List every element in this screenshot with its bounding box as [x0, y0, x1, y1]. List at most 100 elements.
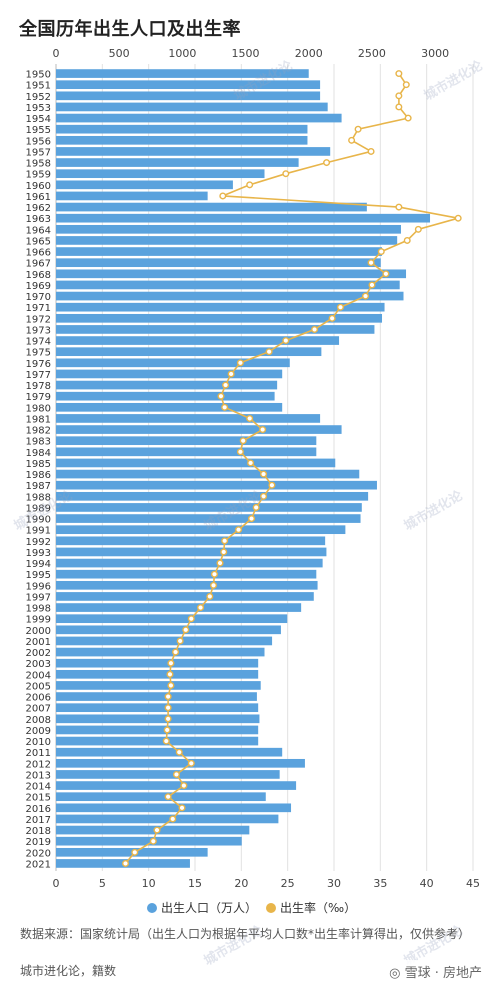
bottom-tick-label: 0 [53, 877, 60, 890]
birth-rate-point [395, 103, 403, 111]
bar [56, 592, 314, 601]
year-label: 1982 [26, 426, 51, 437]
source-note: 数据来源：国家统计局（出生人口为根据年平均人口数*出生率计算得出，仅供参考） [20, 927, 471, 941]
year-label: 1952 [26, 92, 51, 103]
year-label: 1992 [26, 537, 51, 548]
birth-rate-point [169, 815, 177, 823]
bar [56, 258, 381, 268]
birth-rate-point [311, 325, 319, 333]
birth-rate-point [323, 159, 331, 167]
bar [56, 692, 257, 701]
bar [56, 169, 265, 179]
birth-rate-point [221, 403, 229, 411]
birth-rate-point [247, 459, 255, 467]
year-label: 1974 [26, 337, 51, 348]
birth-rate-point [282, 170, 290, 178]
year-label: 1975 [26, 348, 51, 359]
year-label: 1951 [26, 81, 51, 92]
birth-rate-point [265, 348, 273, 356]
birth-rate-point [414, 225, 422, 233]
year-label: 1958 [26, 159, 51, 170]
birth-rate-point [395, 203, 403, 211]
bar [56, 436, 317, 446]
bar [56, 325, 375, 334]
year-label: 1985 [26, 459, 51, 470]
bar [56, 224, 401, 234]
legend-swatch-births [147, 903, 157, 913]
year-label: 2002 [26, 648, 51, 659]
birth-rate-point [246, 414, 254, 422]
year-label: 1965 [26, 236, 51, 247]
birth-rate-point [180, 782, 188, 790]
bar [56, 569, 317, 579]
year-label: 1976 [26, 359, 51, 370]
birth-rate-point [187, 615, 195, 623]
birth-rate-point [164, 704, 172, 712]
bar [56, 391, 275, 401]
year-label: 1989 [26, 503, 51, 514]
birth-rate-point [404, 114, 412, 122]
birth-rate-point [167, 681, 175, 689]
birth-rate-point [164, 693, 172, 701]
bar [56, 313, 383, 323]
birth-rate-point [348, 136, 356, 144]
year-label: 1990 [26, 515, 51, 526]
bar [56, 814, 279, 824]
birth-rate-point [259, 426, 267, 434]
bar [56, 770, 280, 779]
birth-rate-point [167, 659, 175, 667]
birth-rate-point [252, 503, 260, 511]
bottom-tick-label: 40 [420, 877, 434, 890]
bar [56, 725, 259, 735]
bar [56, 302, 385, 312]
bar [56, 525, 346, 535]
bar [56, 102, 328, 112]
bottom-tick-label: 5 [99, 877, 106, 890]
birth-rate-point [178, 804, 186, 812]
bar [56, 358, 290, 368]
year-label: 1953 [26, 103, 51, 114]
brand-watermark: ◎ 雪球 · 房地产 [385, 960, 486, 983]
bottom-tick-label: 10 [142, 877, 156, 890]
birth-rate-point [236, 359, 244, 367]
birth-rate-point [220, 548, 228, 556]
bar [56, 658, 259, 668]
birth-rate-point [182, 626, 190, 634]
year-label: 1970 [26, 292, 51, 303]
bottom-tick-label: 15 [188, 877, 202, 890]
year-label: 1956 [26, 136, 51, 147]
bar [56, 80, 321, 90]
bar [56, 781, 297, 790]
birth-rate-point [163, 726, 171, 734]
year-label: 2007 [26, 704, 51, 715]
year-label: 2009 [26, 726, 51, 737]
year-label: 2005 [26, 681, 51, 692]
year-label: 1963 [26, 214, 51, 225]
year-label: 1957 [26, 147, 51, 158]
birth-rate-point [368, 281, 376, 289]
bar [56, 380, 278, 390]
bar [56, 158, 299, 167]
bar [56, 236, 398, 245]
birth-rate-point [328, 314, 336, 322]
year-label: 2020 [26, 848, 51, 859]
bar [56, 669, 259, 679]
year-label: 1967 [26, 259, 51, 270]
top-tick-label: 0 [53, 47, 60, 60]
year-label: 2021 [26, 859, 51, 870]
top-tick-label: 500 [109, 47, 130, 60]
bar [56, 480, 377, 490]
birth-rate-point [222, 381, 230, 389]
top-tick-label: 1500 [232, 47, 260, 60]
bar [56, 491, 369, 501]
birth-rate-point [403, 236, 411, 244]
birth-rate-point [221, 537, 229, 545]
birth-rate-point [362, 292, 370, 300]
bar [56, 625, 281, 635]
year-label: 1996 [26, 581, 51, 592]
year-label: 2019 [26, 837, 51, 848]
legend-swatch-rate [266, 903, 276, 913]
year-label: 1968 [26, 270, 51, 281]
year-label: 2017 [26, 815, 51, 826]
bar [56, 69, 309, 78]
